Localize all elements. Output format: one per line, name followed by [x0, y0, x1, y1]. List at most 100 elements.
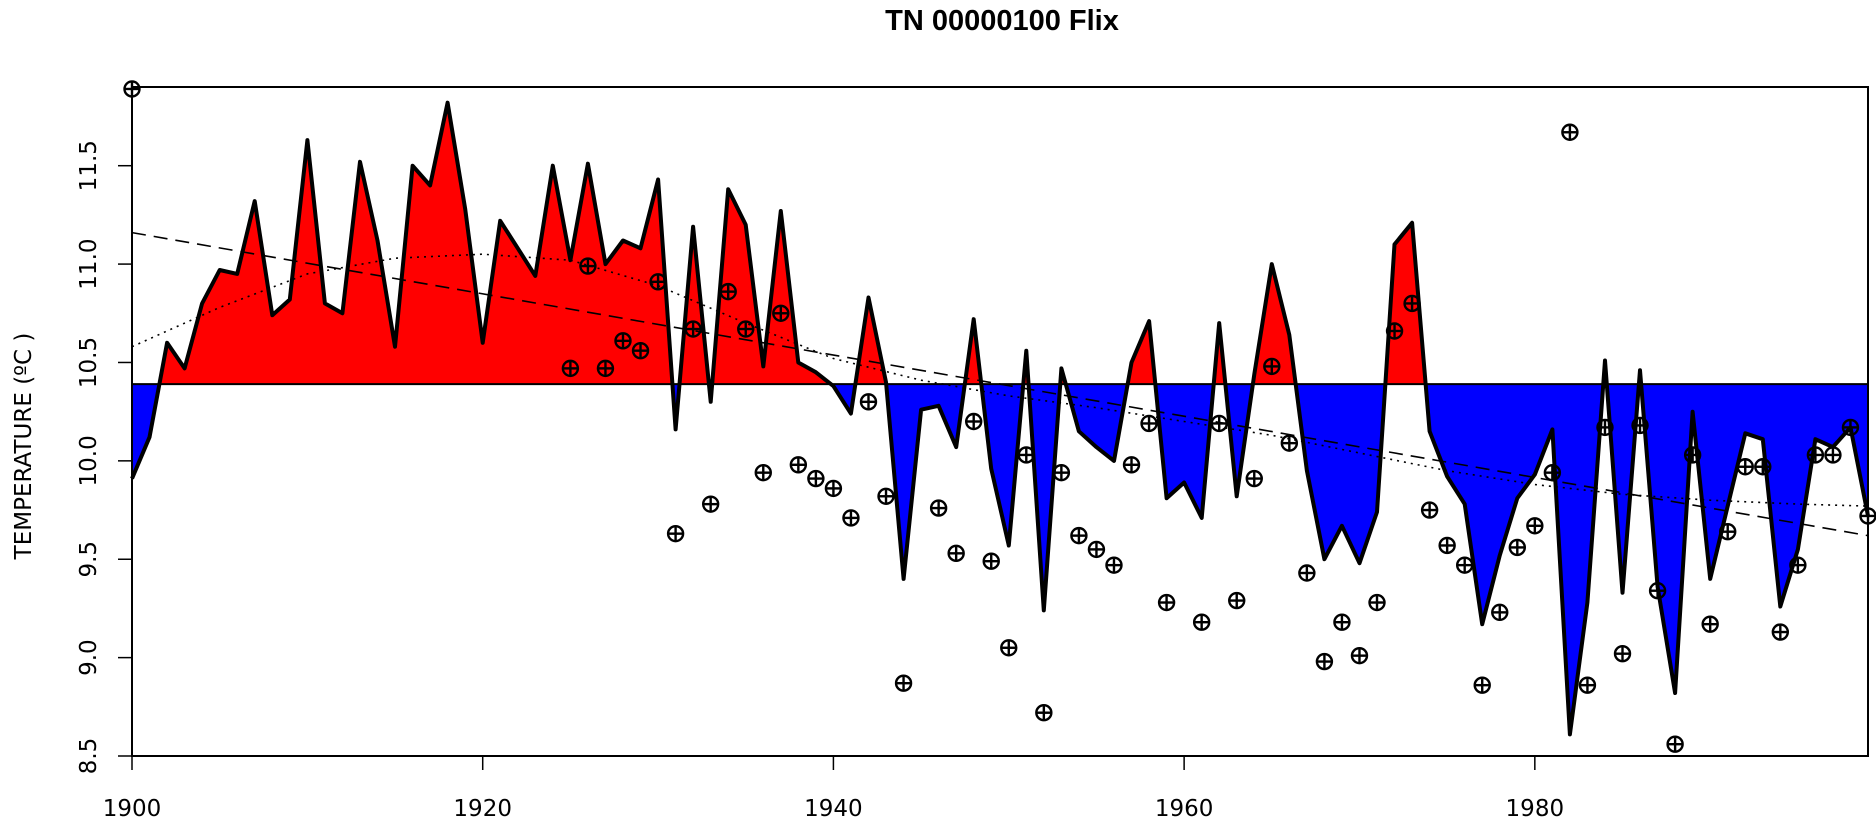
- data-point: [1578, 676, 1597, 694]
- y-tick-label: 9.0: [76, 639, 102, 676]
- anomaly-fill-below: [886, 384, 965, 579]
- data-point: [1403, 294, 1421, 313]
- anomaly-fill-below: [1155, 384, 1214, 518]
- data-point: [842, 509, 860, 527]
- data-point: [1561, 123, 1579, 141]
- data-point: [737, 320, 755, 338]
- data-point: [1298, 564, 1316, 582]
- data-point: [1526, 517, 1544, 535]
- data-point: [1789, 556, 1807, 574]
- anomaly-fill-above: [1127, 321, 1156, 385]
- data-point: [1333, 613, 1351, 631]
- data-point: [947, 544, 965, 563]
- anomaly-fill-below: [1641, 384, 1868, 693]
- data-point: [1631, 416, 1649, 435]
- smoothed-series-line: [130, 100, 1870, 737]
- data-point: [1596, 418, 1614, 437]
- data-point: [1420, 501, 1439, 519]
- data-point: [1228, 591, 1246, 610]
- y-axis: 8.5 9.0 9.5 10.0 10.5 11.0 11.5: [76, 140, 133, 775]
- data-point: [1157, 593, 1176, 612]
- data-point: [1070, 526, 1088, 545]
- y-tick-label: 8.5: [76, 738, 102, 775]
- x-axis: 1900 1920 1940 1960 1980: [103, 755, 1565, 821]
- data-point: [772, 304, 790, 322]
- data-point: [1736, 458, 1754, 476]
- data-point: [929, 499, 948, 517]
- data-point: [1350, 646, 1369, 665]
- anomaly-fill-below: [1606, 384, 1639, 593]
- data-point: [789, 456, 808, 474]
- y-tick-label: 11.5: [76, 140, 102, 191]
- data-point: [719, 282, 737, 301]
- data-point: [1438, 536, 1456, 555]
- data-point: [824, 479, 843, 498]
- data-point: [1315, 652, 1334, 671]
- linear-trend-line: [131, 231, 1869, 537]
- data-point: [859, 393, 878, 411]
- data-point: [684, 320, 702, 338]
- data-point: [1035, 704, 1053, 722]
- anomaly-fill-above: [679, 226, 709, 385]
- data-point: [579, 257, 597, 275]
- data-point: [631, 341, 650, 360]
- data-point: [1052, 463, 1071, 482]
- data-point: [754, 463, 772, 482]
- data-point: [1192, 613, 1211, 631]
- data-point: [807, 469, 825, 488]
- x-tick-label: 1900: [103, 796, 162, 821]
- data-point: [1613, 644, 1632, 663]
- y-axis-label: TEMPERATURE (ºC ): [11, 333, 37, 561]
- anomaly-fill-below: [1225, 384, 1253, 497]
- data-point: [1806, 446, 1825, 464]
- data-point: [1210, 414, 1228, 433]
- data-point: [1841, 418, 1860, 437]
- y-tick-label: 10.5: [76, 337, 102, 388]
- y-tick-label: 11.0: [76, 238, 102, 289]
- data-point: [614, 332, 632, 350]
- data-point: [1666, 735, 1684, 753]
- data-point: [1105, 556, 1123, 574]
- data-point: [1245, 469, 1263, 488]
- data-point: [1754, 458, 1772, 476]
- data-point: [1683, 446, 1702, 464]
- data-point: [1263, 357, 1281, 376]
- data-point: [1140, 414, 1158, 433]
- data-point: [1473, 676, 1491, 694]
- data-point: [701, 495, 720, 513]
- annual-points-layer: [123, 80, 1876, 753]
- chart-title: TN 00000100 Flix: [885, 5, 1119, 37]
- anomaly-fill-above: [1252, 264, 1296, 385]
- data-point: [1455, 556, 1474, 574]
- anomaly-fill-above: [159, 102, 673, 385]
- data-point: [1508, 538, 1526, 557]
- x-tick-label: 1920: [453, 796, 512, 821]
- data-point: [1701, 615, 1719, 633]
- loess-curve-line: [131, 253, 1869, 507]
- data-point: [1543, 463, 1562, 482]
- data-point: [1771, 623, 1790, 641]
- data-point: [982, 552, 1000, 570]
- y-tick-label: 10.0: [76, 435, 102, 486]
- anomaly-fill-below: [132, 384, 160, 479]
- data-point: [596, 359, 615, 378]
- x-tick-label: 1980: [1506, 796, 1565, 821]
- data-point: [1280, 434, 1299, 452]
- anomaly-fill-below: [1028, 384, 1061, 611]
- data-point: [666, 524, 685, 543]
- data-point: [649, 273, 667, 291]
- data-point: [877, 487, 895, 505]
- data-point: [1368, 593, 1386, 612]
- data-point: [1719, 522, 1737, 541]
- data-point: [894, 674, 913, 692]
- data-point: [1385, 322, 1404, 340]
- data-point: [1017, 446, 1036, 464]
- data-point: [1087, 540, 1106, 559]
- data-point: [1824, 446, 1842, 464]
- anomaly-fill-below: [981, 384, 1024, 546]
- data-point: [1491, 603, 1509, 622]
- data-point: [964, 412, 983, 431]
- y-tick-label: 9.5: [76, 541, 102, 578]
- data-point: [1000, 639, 1018, 657]
